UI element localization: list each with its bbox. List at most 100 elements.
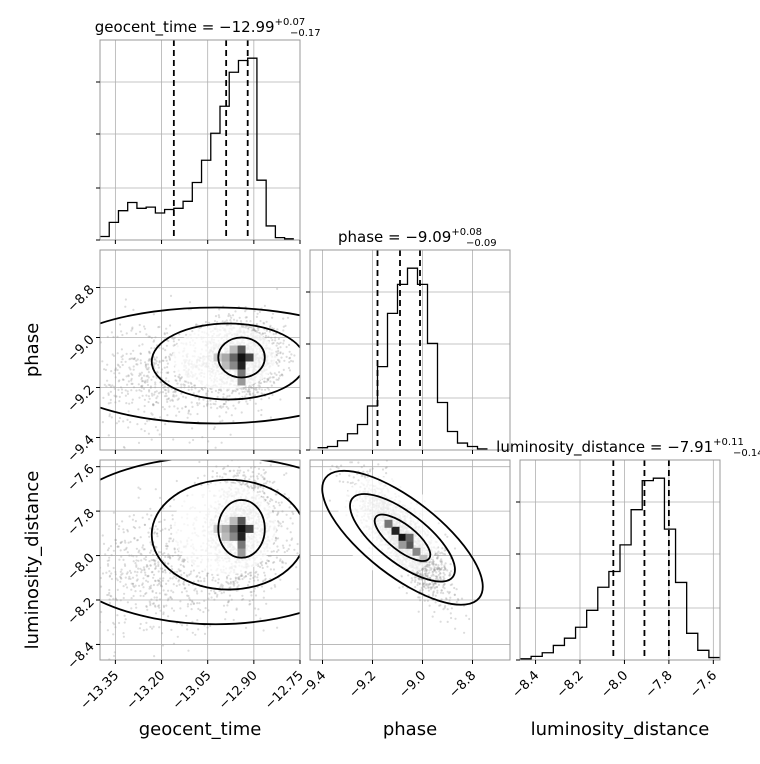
sample-point [270,416,272,418]
sample-point [130,541,132,543]
sample-point [150,347,152,349]
sample-point [135,603,137,605]
sample-point [158,607,160,609]
sample-point [233,619,235,621]
sample-point [170,590,172,592]
sample-point [215,465,217,467]
sample-point [205,607,207,609]
sample-point [231,392,233,394]
sample-point [118,528,120,530]
sample-point [287,317,289,319]
sample-point [90,365,92,367]
sample-point [178,376,180,378]
sample-point [211,476,213,478]
sample-point [149,586,151,588]
sample-point [164,571,166,573]
sample-point [122,632,124,634]
sample-point [257,391,259,393]
sample-point [96,358,98,360]
sample-point [187,650,189,652]
sample-point [144,361,146,363]
sample-point [178,339,180,341]
sample-point [254,587,256,589]
sample-point [202,611,204,613]
sample-point [226,395,228,397]
sample-point [256,456,258,458]
sample-point [184,384,186,386]
sample-point [245,393,247,395]
sample-point [153,584,155,586]
sample-point [133,514,135,516]
sample-point [277,347,279,349]
sample-point [160,371,162,373]
sample-point [142,577,144,579]
sample-point [245,476,247,478]
sample-point [161,529,163,531]
sample-point [154,386,156,388]
sample-point [286,356,288,358]
sample-point [176,571,178,573]
sample-point [197,477,199,479]
sample-point [148,401,150,403]
sample-point [147,379,149,381]
sample-point [445,562,447,564]
sample-point [229,586,231,588]
sample-point [258,388,260,390]
sample-point [252,577,254,579]
sample-point [141,377,143,379]
sample-point [118,525,120,527]
sample-point [228,395,230,397]
sample-point [276,328,278,330]
sample-point [136,539,138,541]
sample-point [187,412,189,414]
sample-point [148,560,150,562]
sample-point [169,577,171,579]
sample-point [156,599,158,601]
sample-point [176,480,178,482]
sample-point [164,367,166,369]
sample-point [273,550,275,552]
sample-point [274,507,276,509]
sample-point [191,330,193,332]
sample-point [259,462,261,464]
sample-point [149,564,151,566]
sample-point [244,391,246,393]
sample-point [57,425,59,427]
sample-point [170,629,172,631]
sample-point [75,587,77,589]
sample-point [214,320,216,322]
sample-point [276,551,278,553]
sample-point [279,523,281,525]
density-cell [230,362,238,370]
sample-point [252,393,254,395]
sample-point [150,379,152,381]
sample-point [153,626,155,628]
sample-point [177,580,179,582]
sample-point [159,361,161,363]
sample-point [138,442,140,444]
sample-point [244,478,246,480]
sample-point [289,357,291,359]
sample-point [433,574,435,576]
sample-point [132,585,134,587]
sample-point [196,402,198,404]
sample-point [283,369,285,371]
sample-point [127,601,129,603]
sample-point [172,518,174,520]
sample-point [280,446,282,448]
density-cell [238,541,246,549]
sample-point [137,487,139,489]
sample-point [436,592,438,594]
sample-point [231,414,233,416]
sample-point [257,491,259,493]
sample-point [164,556,166,558]
sample-point [150,598,152,600]
sample-point [152,577,154,579]
sample-point [140,428,142,430]
sample-point [93,414,95,416]
sample-point [177,407,179,409]
sample-point [112,633,114,635]
sample-point [149,541,151,543]
sample-point [133,358,135,360]
sample-point [162,360,164,362]
